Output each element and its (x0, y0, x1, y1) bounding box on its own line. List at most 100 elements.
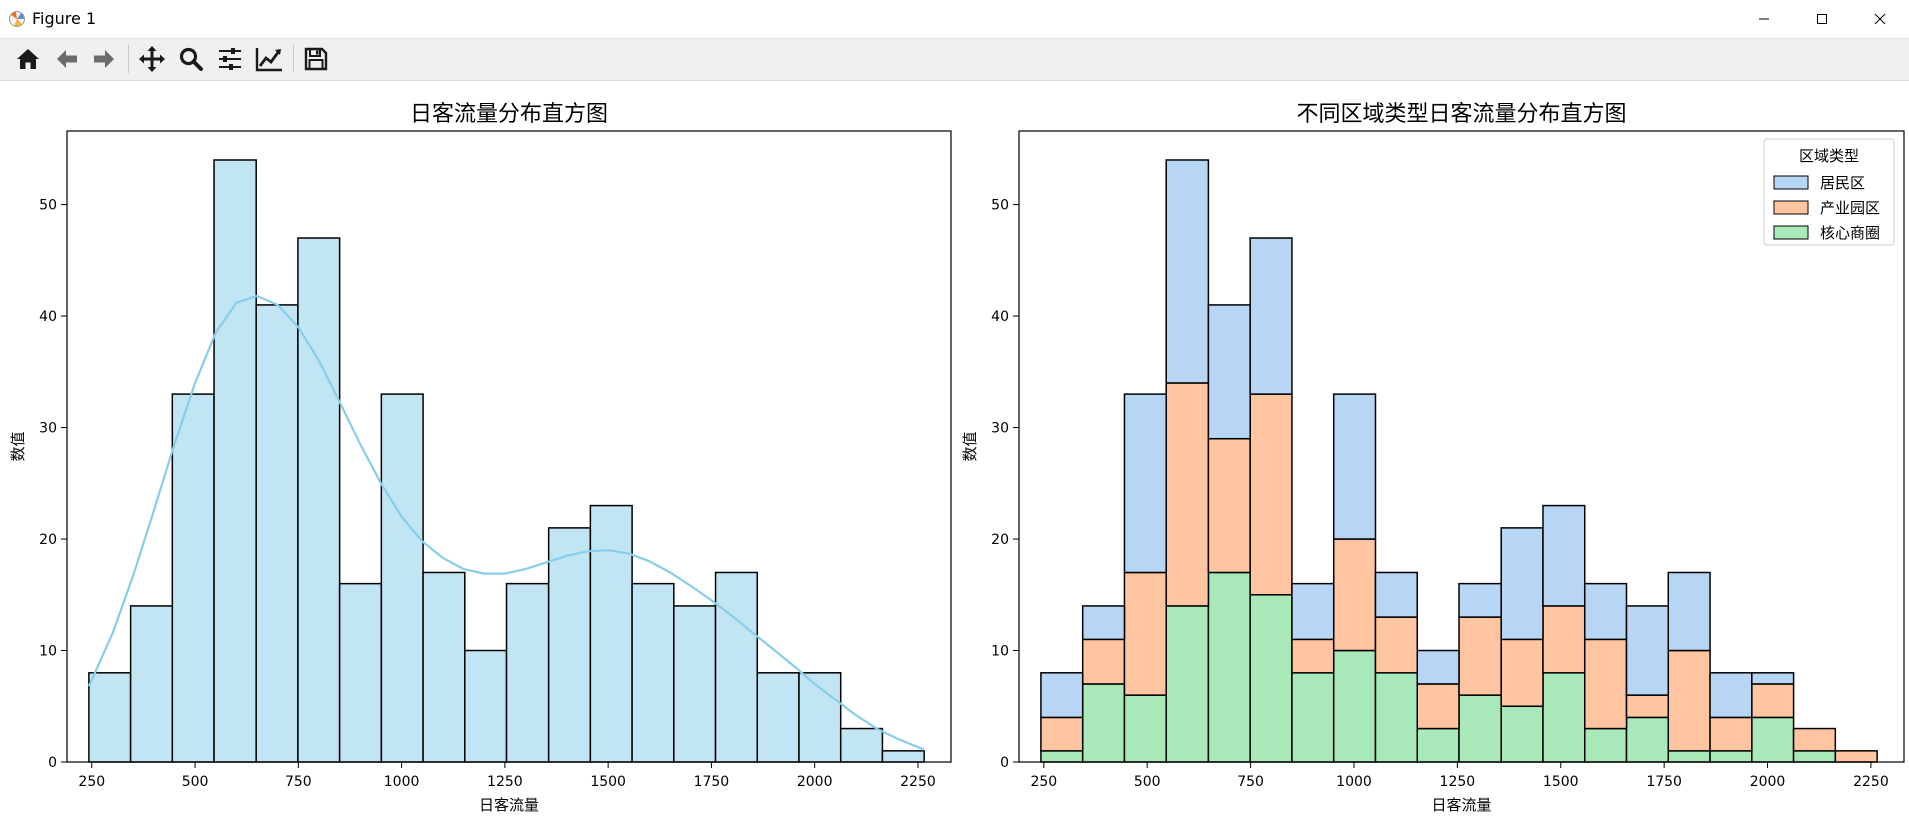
legend-entry-label: 核心商圈 (1820, 224, 1880, 242)
histogram-bar (1165, 159, 1210, 384)
histogram-bar (1165, 605, 1210, 763)
edit-axis-button[interactable] (252, 43, 286, 75)
y-tick-label: 10 (39, 644, 57, 660)
forward-button[interactable] (87, 43, 121, 75)
histogram-bar (1751, 672, 1795, 685)
toolbar-separator (293, 45, 294, 73)
x-tick-label: 250 (78, 774, 105, 790)
histogram-bar (1625, 694, 1670, 719)
maximize-button[interactable] (1793, 0, 1851, 38)
histogram-bar (1500, 527, 1544, 641)
histogram-bar (1500, 705, 1544, 763)
x-tick-label: 1000 (1336, 774, 1372, 790)
histogram-bar (1458, 694, 1502, 763)
histogram-bar (88, 672, 132, 763)
home-button[interactable] (11, 43, 45, 75)
y-tick-label: 20 (39, 532, 57, 548)
save-button[interactable] (299, 43, 333, 75)
histogram-bar (1416, 649, 1460, 685)
histogram-bar (798, 672, 842, 763)
zoom-icon (179, 47, 203, 71)
histogram-bar (1625, 605, 1670, 696)
navigation-toolbar (0, 39, 1909, 81)
histogram-bar (1207, 304, 1251, 440)
x-axis-label: 日客流量 (479, 796, 539, 814)
x-tick-label: 2250 (900, 774, 936, 790)
histogram-bar (1542, 605, 1586, 674)
x-tick-label: 2250 (1853, 774, 1889, 790)
histogram-bar (338, 582, 383, 763)
histogram-bar (1081, 638, 1126, 685)
histogram-bar (1583, 582, 1628, 641)
home-icon (17, 49, 39, 69)
histogram-bar (1751, 683, 1795, 719)
histogram-bar (1040, 750, 1084, 763)
histogram-bar (171, 393, 215, 763)
histogram-bar (380, 393, 424, 763)
histogram-bar (1332, 649, 1377, 763)
x-tick-label: 750 (285, 774, 312, 790)
window-titlebar: Figure 1 (0, 0, 1909, 39)
histogram-bar (1291, 582, 1335, 641)
x-tick-label: 1750 (1646, 774, 1682, 790)
histogram-bar (1291, 638, 1335, 674)
histogram-bar (1709, 716, 1753, 752)
histogram-bar (1291, 672, 1335, 763)
y-axis-label: 数值 (961, 431, 979, 461)
histogram-bar (1500, 638, 1544, 708)
zoom-button[interactable] (174, 43, 208, 75)
legend-entry-label: 产业园区 (1820, 199, 1880, 217)
y-tick-label: 0 (48, 755, 57, 771)
histogram-bar (1583, 638, 1628, 730)
histogram-bar (129, 605, 174, 763)
x-axis-label: 日客流量 (1431, 796, 1491, 814)
histogram-bar (1542, 672, 1586, 763)
x-tick-label: 250 (1030, 774, 1057, 790)
x-tick-label: 1500 (1543, 774, 1579, 790)
window-title: Figure 1 (32, 9, 97, 28)
histogram-bar (1792, 727, 1837, 752)
histogram-bar (1458, 616, 1502, 696)
back-arrow-icon (57, 50, 77, 68)
histogram-bar (1081, 605, 1126, 641)
histogram-bar (756, 672, 800, 763)
histogram-bar (1249, 237, 1293, 395)
pan-icon (139, 46, 165, 72)
minimize-button[interactable] (1735, 0, 1793, 38)
y-tick-label: 50 (991, 198, 1009, 214)
histogram-bar (1249, 393, 1293, 596)
histogram-bar (1667, 649, 1711, 752)
y-tick-label: 40 (39, 309, 57, 325)
histogram-bar (839, 727, 884, 763)
pan-button[interactable] (135, 43, 169, 75)
x-tick-label: 500 (1134, 774, 1161, 790)
histogram-bar (1792, 750, 1837, 763)
histogram-bar (1667, 571, 1711, 652)
x-tick-label: 1500 (590, 774, 626, 790)
histogram-bar (1207, 571, 1251, 763)
maximize-icon (1817, 14, 1827, 24)
histogram-bar (1332, 393, 1377, 540)
legend-swatch (1773, 225, 1809, 240)
close-button[interactable] (1851, 0, 1909, 38)
legend-swatch (1773, 175, 1809, 190)
configure-subplots-button[interactable] (213, 43, 247, 75)
histogram-bar (1374, 616, 1419, 674)
y-tick-label: 30 (39, 421, 57, 437)
histogram-bar (1458, 582, 1502, 618)
chart-title: 日客流量分布直方图 (410, 102, 608, 127)
y-tick-label: 50 (39, 198, 57, 214)
histogram-bar (1667, 750, 1711, 763)
close-icon (1874, 13, 1886, 25)
legend-entry-label: 居民区 (1820, 174, 1865, 192)
histogram-bar (1123, 393, 1167, 574)
back-button[interactable] (50, 43, 84, 75)
histogram-bar (464, 649, 508, 763)
x-tick-label: 1000 (384, 774, 420, 790)
x-tick-label: 1750 (694, 774, 730, 790)
histogram-bar (1709, 750, 1753, 763)
histogram-bar (589, 504, 633, 763)
histogram-bar (1040, 716, 1084, 752)
forward-arrow-icon (94, 50, 114, 68)
